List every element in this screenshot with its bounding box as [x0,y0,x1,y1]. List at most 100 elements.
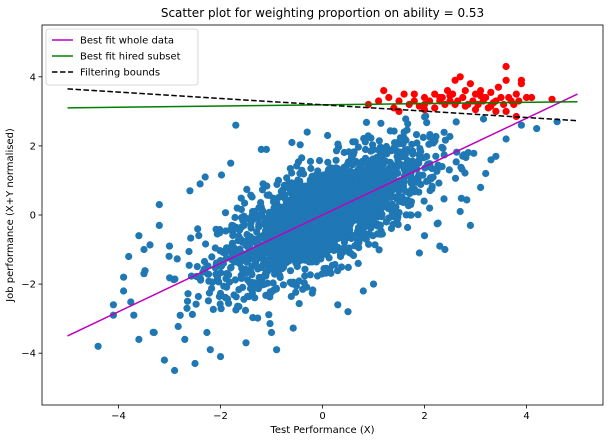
data-point [354,227,362,235]
data-point [522,93,531,102]
data-point [229,231,237,240]
data-point [257,199,265,207]
data-point [320,191,328,199]
data-point [325,193,333,201]
data-point [251,284,259,292]
data-point [303,202,311,210]
data-point [184,290,192,298]
data-point [289,185,297,193]
data-point [451,174,460,182]
y-axis-title: Job performance (X+Y normalised) [5,128,16,303]
data-point [135,335,143,343]
data-point [515,97,523,105]
data-point [410,97,418,105]
data-point [421,113,429,121]
data-point [231,213,239,222]
data-point [255,247,263,256]
data-point [459,93,467,102]
data-point [283,174,291,182]
data-point [502,107,510,115]
data-point [135,232,143,240]
data-point [371,180,379,188]
data-point [201,173,209,181]
data-point [374,163,382,171]
data-point [212,270,220,278]
data-point [228,239,237,247]
data-point [264,223,272,231]
data-point [251,294,259,302]
data-point [426,133,434,142]
data-point [194,292,202,301]
data-point [173,255,181,263]
data-point [327,269,335,277]
data-point [382,218,390,226]
data-point [363,217,372,225]
data-point [354,143,362,151]
data-point [434,219,442,227]
data-point [341,190,349,198]
data-point [440,128,448,136]
data-point [293,162,301,170]
data-point [517,121,526,129]
data-point [363,157,371,165]
data-point [477,92,485,100]
data-point [231,276,239,284]
data-point [375,201,384,209]
data-point [446,132,454,141]
data-point [196,180,204,188]
data-point [502,76,510,84]
data-point [292,197,300,205]
data-point [217,171,226,179]
legend-label: Best fit whole data [80,36,174,47]
data-point [380,169,388,178]
data-point [382,142,390,151]
data-point [309,187,317,195]
data-point [461,87,469,95]
data-point [215,278,223,286]
data-point [470,149,478,157]
data-point [280,237,289,245]
data-point [290,237,298,245]
data-point [325,231,334,240]
data-point [487,88,495,96]
data-point [230,291,238,299]
data-point [462,153,470,162]
data-point [243,185,251,193]
data-point [458,165,466,173]
data-point [331,260,339,269]
data-point [351,138,359,146]
data-point [206,346,214,354]
data-point [266,265,275,273]
data-point [140,270,148,278]
data-point [401,187,409,195]
data-point [235,286,243,294]
data-point [273,223,281,231]
data-point [225,271,233,279]
data-point [223,248,231,256]
data-point [461,102,469,110]
data-point [492,107,500,115]
y-tick-label: 2 [30,141,36,152]
data-point [358,185,366,193]
data-point [389,220,397,228]
data-point [289,324,297,332]
data-point [528,93,536,102]
x-tick-label: −2 [213,411,228,422]
data-point [277,206,286,214]
data-point [492,152,500,160]
data-point [380,87,388,95]
data-point [349,159,357,167]
data-point [315,185,323,193]
data-point [325,254,333,262]
data-point [109,301,117,309]
data-point [205,289,213,297]
data-point [171,366,179,375]
data-point [413,178,421,186]
legend-label: Best fit hired subset [80,52,181,63]
data-point [205,277,213,285]
data-point [351,181,359,189]
data-point [502,62,510,71]
data-point [334,140,342,148]
data-point [451,76,459,84]
data-point [375,146,383,154]
